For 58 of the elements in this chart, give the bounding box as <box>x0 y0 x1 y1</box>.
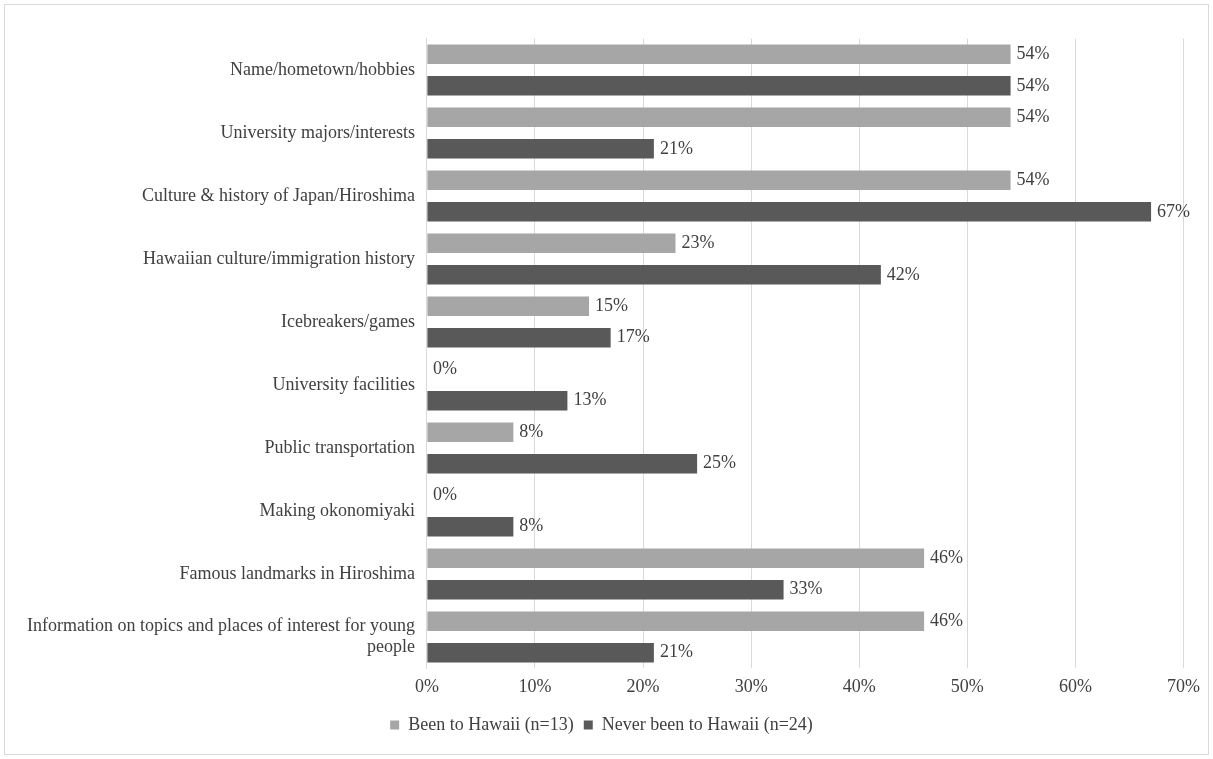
bar <box>427 611 925 631</box>
x-tick-label: 40% <box>842 675 876 696</box>
y-tick-label: Name/hometown/hobbies <box>229 58 415 79</box>
bar <box>427 642 654 663</box>
bar <box>427 233 676 254</box>
bar <box>427 579 784 600</box>
y-tick-label: Culture & history of Japan/Hiroshima <box>141 184 415 205</box>
bar <box>427 296 590 317</box>
data-label: 0% <box>432 357 457 378</box>
data-label: 46% <box>930 609 964 630</box>
y-tick-label: Public transportation <box>264 436 415 457</box>
data-label: 21% <box>659 641 693 662</box>
x-tick-label: 10% <box>518 675 552 696</box>
bar <box>427 76 1011 96</box>
data-label: 54% <box>1016 169 1050 190</box>
legend-label: Never been to Hawaii (n=24) <box>601 713 813 735</box>
y-tick-label: Making okonomiyaki <box>259 499 415 520</box>
bar <box>427 265 881 285</box>
x-tick-label: 20% <box>626 675 660 696</box>
data-label: 13% <box>573 389 607 410</box>
bar <box>427 548 925 568</box>
data-label: 67% <box>1157 200 1191 221</box>
data-label: 21% <box>659 137 693 158</box>
bar <box>427 107 1011 128</box>
y-tick-label: University majors/interests <box>220 121 415 142</box>
data-label: 33% <box>789 578 823 599</box>
data-label: 8% <box>519 515 544 536</box>
y-tick-label: University facilities <box>272 373 415 394</box>
y-tick-label: Hawaiian culture/immigration history <box>142 247 415 268</box>
x-tick-label: 30% <box>734 675 768 696</box>
legend-label: Been to Hawaii (n=13) <box>408 713 574 735</box>
data-label: 54% <box>1016 43 1050 64</box>
bar <box>427 44 1011 65</box>
bar <box>427 516 514 537</box>
data-label: 54% <box>1016 74 1050 95</box>
data-label: 15% <box>595 295 629 315</box>
x-tick-label: 50% <box>950 675 984 696</box>
y-tick-label: Icebreakers/games <box>280 310 415 331</box>
y-tick-label: Information on topics and places of interest for young people <box>26 614 415 657</box>
bar <box>427 453 698 474</box>
bar <box>427 327 611 348</box>
x-tick-label: 70% <box>1167 675 1200 696</box>
bar <box>427 422 514 442</box>
data-label: 8% <box>519 420 544 441</box>
data-label: 17% <box>616 326 650 347</box>
bar <box>427 202 1152 222</box>
data-label: 46% <box>930 546 964 567</box>
data-label: 42% <box>886 263 920 284</box>
bar <box>427 390 568 411</box>
x-tick-label: 60% <box>1058 675 1092 696</box>
bar <box>427 170 1011 191</box>
data-label: 0% <box>432 483 457 504</box>
data-label: 25% <box>703 452 737 473</box>
data-label: 23% <box>681 232 715 253</box>
data-label: 54% <box>1016 106 1050 127</box>
bar <box>427 139 654 159</box>
x-tick-label: 0% <box>414 675 439 696</box>
y-tick-label: Famous landmarks in Hiroshima <box>179 562 415 583</box>
